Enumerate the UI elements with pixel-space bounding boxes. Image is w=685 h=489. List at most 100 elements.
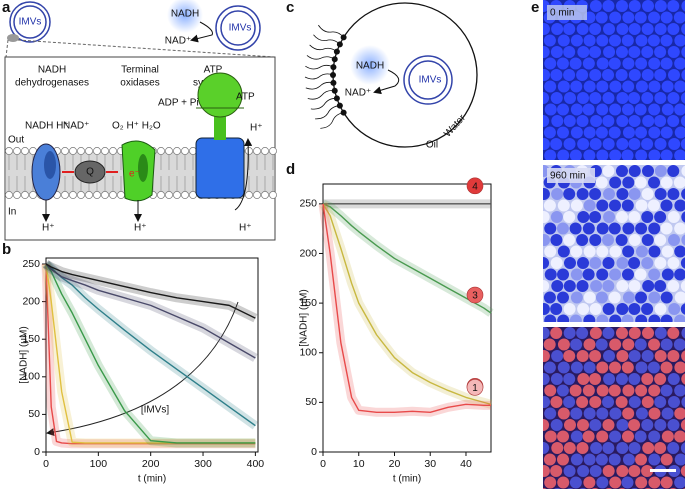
droplet [635,291,648,304]
droplet [609,476,622,489]
y-tick-label: 250 [22,258,40,270]
lipid-head [61,191,69,199]
droplet [557,149,570,160]
surfactant-head [330,72,336,78]
droplet [628,419,641,431]
plot-frame [45,257,259,453]
droplet [616,188,629,200]
droplet [615,327,628,339]
imv-label: IMVs [229,23,252,34]
droplet [595,453,608,466]
y-axis-label: [NADH] (μM) [19,326,30,383]
droplet [621,34,634,47]
droplet [681,350,685,362]
legend-badge [466,286,484,304]
header: dehydrogenases [15,78,89,89]
atp-synthase-stalk [214,115,226,140]
droplet [544,149,557,160]
surfactant-head [330,79,337,86]
droplet [570,453,583,466]
droplet [589,188,602,200]
droplet [660,199,673,212]
droplet [674,222,685,235]
droplet [641,303,654,315]
droplet [628,23,641,35]
droplet [667,165,680,177]
header: ATP [204,65,223,76]
droplet [654,303,667,315]
droplet [642,165,655,177]
droplet [603,46,616,58]
droplet [596,34,609,47]
droplet [603,373,616,385]
droplet [556,222,569,235]
droplet [635,361,648,374]
droplet [583,338,596,351]
panel-label: b [2,241,11,258]
droplet [634,338,647,351]
droplet [544,407,557,420]
surfactant-head [331,56,338,63]
droplet [589,23,602,35]
droplet [609,176,622,189]
droplet [648,57,661,70]
droplet [615,373,628,385]
droplet [635,126,648,139]
droplet [602,92,615,104]
droplet [596,245,609,258]
droplet [569,57,582,70]
droplet [680,280,685,292]
surfactant-head [336,102,343,109]
droplet [582,57,595,70]
nadh-glow [167,0,203,33]
proton-label: H⁺ [239,223,252,234]
droplet [628,257,641,269]
droplet [609,314,622,322]
droplet [589,257,602,269]
droplet [635,314,648,322]
series-line [322,203,492,406]
y-tick-label: 0 [311,446,317,458]
droplet [681,373,685,385]
droplet [563,327,576,339]
droplet [576,69,589,81]
droplet [660,476,673,489]
droplet [615,0,628,12]
time-label: 0 min [550,8,574,19]
droplet [557,34,570,47]
droplet [589,234,602,246]
droplet [648,103,661,116]
surfactant-tail [304,73,334,80]
droplet [628,303,641,315]
trend-arrow [46,301,239,437]
proton-arrow [234,138,253,211]
droplet [680,465,685,477]
droplet [589,327,602,339]
droplet [616,257,629,269]
droplet [635,245,648,258]
y-tick-label: 50 [305,396,317,408]
lipid-head [117,191,125,199]
droplet [550,138,563,150]
droplet [667,373,680,385]
droplet [543,138,550,150]
droplet [615,165,628,177]
panel-a: IMVs NADH NAD⁺ IMVs NADH dehydrogenases … [4,0,277,241]
droplet [661,430,674,443]
droplet [628,373,641,385]
droplet [582,384,595,397]
atp-synthase-fo [195,137,245,199]
droplet [595,126,608,139]
droplet [680,303,685,315]
droplet [609,149,622,160]
droplet [648,407,661,420]
surfactant-tail [320,112,344,129]
droplet [602,396,615,408]
droplet [602,0,615,12]
nadh-glow [350,45,390,85]
x-tick-label: 0 [320,458,326,470]
surfactant-head [331,87,338,94]
droplet [654,327,667,339]
droplet [550,465,563,477]
droplet [634,268,647,281]
